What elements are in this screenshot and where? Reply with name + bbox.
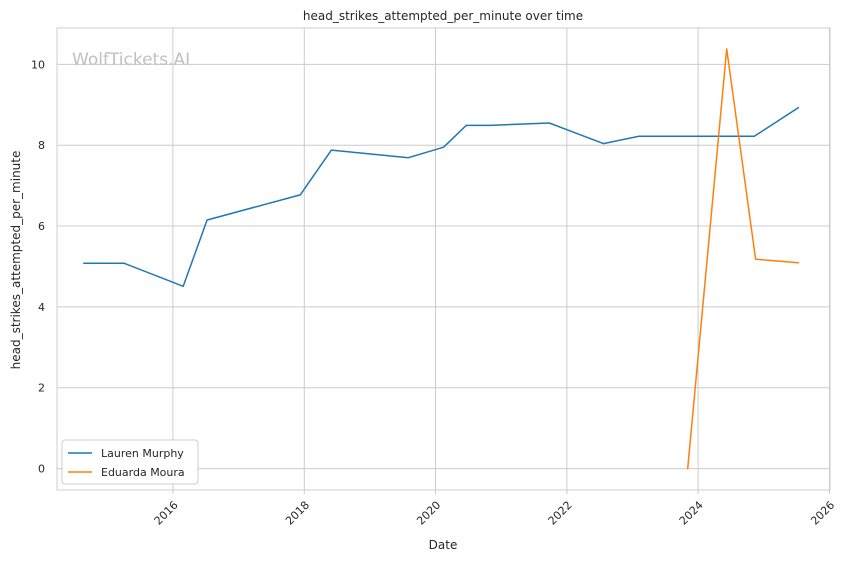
legend-label-lauren-murphy: Lauren Murphy bbox=[101, 447, 184, 460]
legend-box bbox=[61, 439, 199, 485]
series-line-lauren-murphy bbox=[83, 106, 800, 288]
plot-border bbox=[56, 27, 831, 491]
y-tick-label-10: 10 bbox=[31, 58, 45, 71]
y-tick-label-4: 4 bbox=[38, 301, 45, 314]
watermark: WolfTickets.AI bbox=[72, 50, 190, 70]
y-tick-label-2: 2 bbox=[38, 382, 45, 395]
plot-area bbox=[57, 28, 830, 490]
y-tick-label-8: 8 bbox=[38, 139, 45, 152]
chart-title: head_strikes_attempted_per_minute over t… bbox=[303, 9, 583, 23]
legend: Lauren Murphy Eduarda Moura bbox=[61, 439, 199, 485]
grid-lines bbox=[57, 28, 830, 490]
series-line-eduarda-moura bbox=[686, 48, 800, 470]
y-tick-label-0: 0 bbox=[38, 463, 45, 476]
y-axis-label: head_strikes_attempted_per_minute bbox=[9, 151, 23, 370]
x-axis-label: Date bbox=[429, 538, 458, 552]
legend-label-eduarda-moura: Eduarda Moura bbox=[101, 466, 185, 479]
y-tick-label-6: 6 bbox=[38, 220, 45, 233]
series-lines bbox=[83, 48, 800, 470]
